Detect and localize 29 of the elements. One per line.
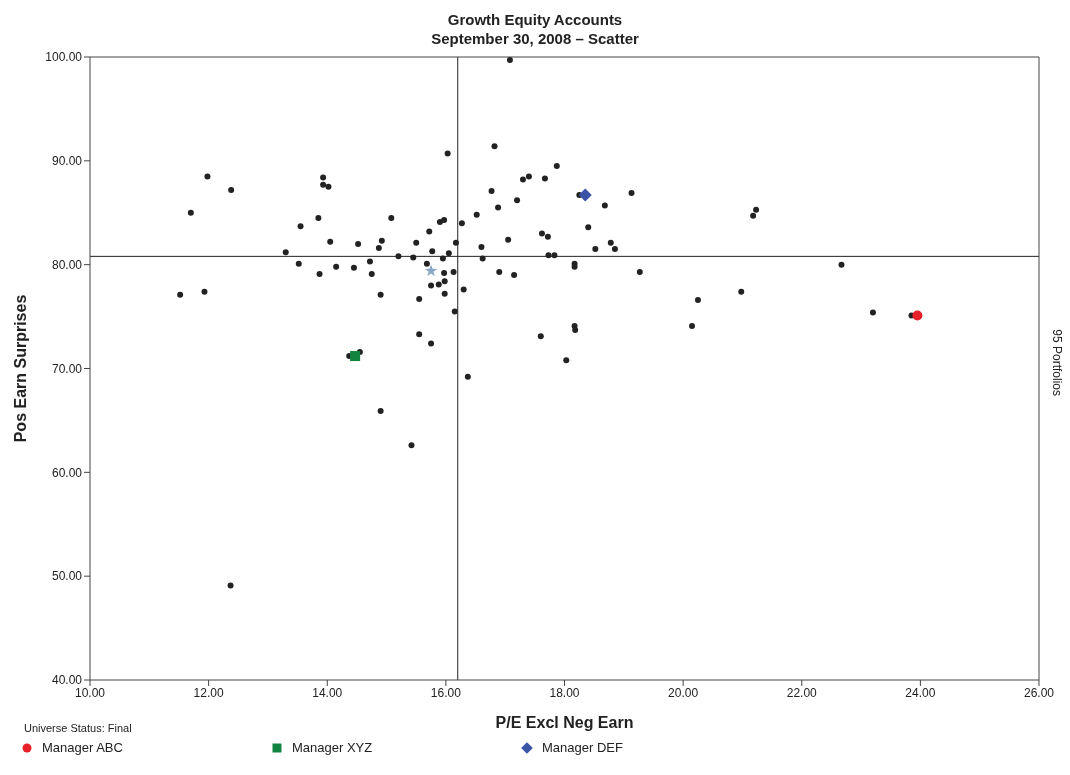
x-tick-label: 24.00 (905, 685, 936, 700)
x-tick-label: 14.00 (312, 685, 343, 700)
point (912, 310, 923, 321)
y-tick-label: 50.00 (51, 569, 83, 584)
chart-subtitle: September 30, 2008 – Scatter (430, 29, 640, 48)
text: 95 Portfolios (1050, 329, 1064, 396)
y-tick-label: 100.00 (45, 50, 83, 65)
point (350, 351, 361, 362)
y-tick-label: 60.00 (51, 465, 83, 480)
y-tick-label: 90.00 (51, 154, 83, 169)
x-tick-label: 16.00 (430, 685, 462, 700)
point (424, 264, 438, 277)
y-tick-label: 80.00 (51, 257, 83, 272)
y-tick-label: 70.00 (51, 361, 83, 376)
y-axis-title: Pos Earn Surprises (11, 294, 29, 443)
point (578, 188, 592, 202)
x-tick-label: 10.00 (74, 685, 106, 700)
legend-label: Manager ABC (42, 740, 123, 755)
x-tick-label: 26.00 (1023, 685, 1055, 700)
legend-label: Manager DEF (542, 740, 623, 755)
legend-label: Manager XYZ (292, 740, 373, 755)
x-axis-title: P/E Excl Neg Earn (495, 714, 634, 731)
y-tick-label: 40.00 (51, 673, 83, 688)
text: Universe Status: Final (24, 722, 132, 734)
chart-title: Growth Equity Accounts (446, 10, 624, 29)
x-tick-label: 22.00 (786, 685, 818, 700)
x-tick-label: 20.00 (668, 685, 699, 700)
x-tick-label: 18.00 (549, 685, 580, 700)
x-tick-label: 12.00 (193, 685, 224, 700)
